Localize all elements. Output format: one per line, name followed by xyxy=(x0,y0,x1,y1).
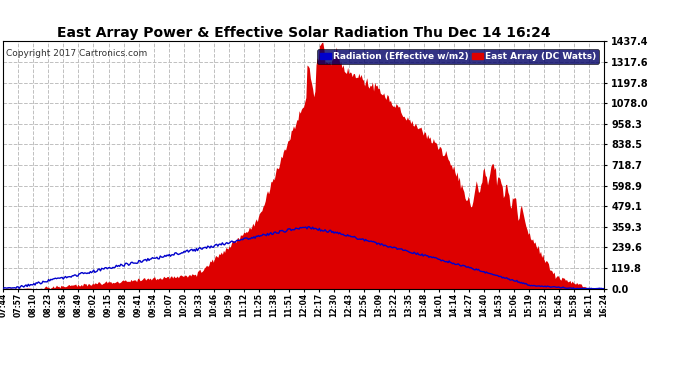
Title: East Array Power & Effective Solar Radiation Thu Dec 14 16:24: East Array Power & Effective Solar Radia… xyxy=(57,26,551,40)
Legend: Radiation (Effective w/m2), East Array (DC Watts): Radiation (Effective w/m2), East Array (… xyxy=(317,50,599,64)
Text: Copyright 2017 Cartronics.com: Copyright 2017 Cartronics.com xyxy=(6,49,148,58)
